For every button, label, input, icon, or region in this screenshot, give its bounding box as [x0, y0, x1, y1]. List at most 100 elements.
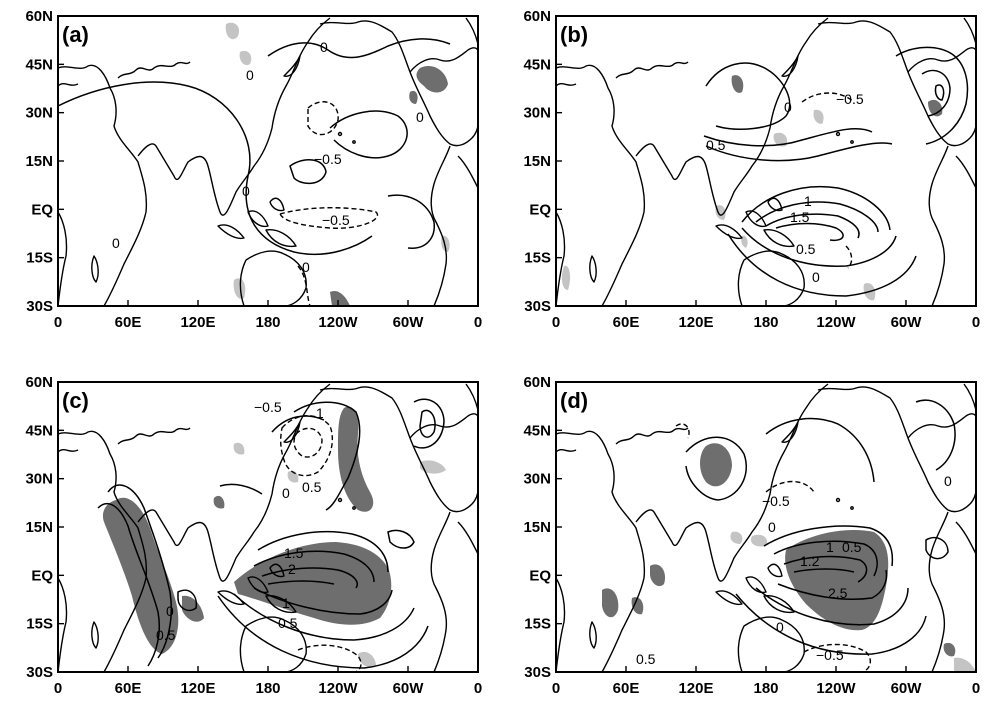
contour-label: 0.5	[706, 137, 726, 153]
lon-tick-label: 120E	[678, 314, 713, 331]
lon-tick-label: 180	[255, 314, 280, 331]
contour-label: 0.5	[842, 539, 862, 555]
contour-label: −0.5	[254, 399, 282, 415]
contour-label: 1	[316, 405, 324, 421]
lon-tick-label: 60E	[115, 680, 142, 697]
lon-tick-label: 0	[54, 314, 62, 331]
lon-tick-label: 120E	[678, 680, 713, 697]
lat-tick-label: 30N	[25, 471, 53, 488]
lat-tick-label: 45N	[25, 422, 53, 439]
lat-tick-label: 45N	[25, 56, 53, 73]
contour-label: 1.5	[790, 209, 810, 225]
contour-label: −0.5	[322, 212, 350, 228]
lat-tick-label: 30S	[524, 298, 551, 315]
contour-label: 0	[112, 235, 120, 251]
lon-tick-label: 60E	[613, 314, 640, 331]
contours	[703, 46, 969, 297]
lat-tick-label: 15S	[524, 616, 551, 633]
contour-label: 0	[242, 183, 250, 199]
contour-label: 0	[784, 99, 792, 115]
lon-tick-label: 60E	[115, 314, 142, 331]
lat-tick-label: 45N	[523, 56, 551, 73]
contour-label: 0	[166, 603, 174, 619]
contour-label: 1.5	[284, 545, 304, 561]
panel-tag: (a)	[62, 22, 89, 47]
lon-tick-label: 0	[552, 314, 560, 331]
lon-tick-label: 120W	[816, 680, 856, 697]
lon-tick-label: 0	[972, 314, 980, 331]
panel-c: −0.5 1 0 0.5 1.5 2 1 0.5 0 0.5 (c) 0 60E 1…	[25, 374, 482, 697]
panel-d: −0.5 0 1.2 1 0.5 2.5 0 0 −0.5 0.5 (d) 0 6…	[523, 374, 980, 697]
lat-tick-label: 15S	[26, 250, 53, 267]
lon-tick-label: 60W	[891, 314, 923, 331]
contour-label: 1	[826, 539, 834, 555]
lat-tick-label: 60N	[523, 374, 551, 391]
contour-label: 0	[302, 259, 310, 275]
lon-tick-label: 0	[972, 680, 980, 697]
contour-label: 2.5	[828, 585, 848, 601]
contour-label: 0	[416, 109, 424, 125]
contour-label: 0.5	[278, 615, 298, 631]
contour-label: 0.5	[796, 241, 816, 257]
contour-label: 0	[246, 67, 254, 83]
lat-tick-label: 15N	[25, 519, 53, 536]
lat-tick-label: 45N	[523, 422, 551, 439]
lon-tick-label: 60E	[613, 680, 640, 697]
lat-tick-label: 60N	[25, 374, 53, 391]
lat-tick-label: EQ	[529, 201, 551, 218]
lat-tick-label: 60N	[523, 8, 551, 25]
lat-tick-label: 30S	[524, 664, 551, 681]
lat-tick-label: 30S	[26, 664, 53, 681]
lon-tick-label: 120W	[318, 314, 358, 331]
lon-tick-label: 60W	[393, 314, 425, 331]
lat-tick-label: 15N	[523, 519, 551, 536]
contour-label: −0.5	[314, 151, 342, 167]
lon-tick-label: 120E	[180, 314, 215, 331]
lon-tick-label: 60W	[393, 680, 425, 697]
contour-label: 0.5	[636, 651, 656, 667]
contours	[97, 398, 445, 673]
contour-label: 0	[776, 619, 784, 635]
lon-tick-label: 0	[474, 314, 482, 331]
contour-label: 0.5	[156, 627, 176, 643]
lon-tick-label: 120W	[318, 680, 358, 697]
contour-label: 0.5	[302, 479, 322, 495]
lat-tick-label: EQ	[31, 201, 53, 218]
lon-tick-label: 0	[552, 680, 560, 697]
contour-label: 0	[282, 485, 290, 501]
lon-tick-label: 0	[474, 680, 482, 697]
lat-tick-label: 30S	[26, 298, 53, 315]
contour-label: 2	[288, 561, 296, 577]
lat-tick-label: 15N	[523, 153, 551, 170]
contour-label: −0.5	[816, 647, 844, 663]
lat-tick-label: 30N	[523, 471, 551, 488]
lon-tick-label: 0	[54, 680, 62, 697]
panel-b: −0.5 0 0.5 1 1.5 0.5 0 (b) 0 60E 120E 180 12…	[523, 8, 980, 331]
significance-shading	[102, 406, 446, 668]
lon-tick-label: 180	[753, 680, 778, 697]
panel-a: 0 0 0 0 0 0 −0.5 −0.5 (a) 0 60E 120E 180 120…	[25, 8, 482, 331]
contour-label: 1	[804, 193, 812, 209]
contour-label: 0	[812, 269, 820, 285]
significance-shading	[602, 443, 976, 672]
lat-tick-label: 15N	[25, 153, 53, 170]
lat-tick-label: EQ	[529, 567, 551, 584]
contour-label: 0	[944, 473, 952, 489]
contour-label: 0	[320, 39, 328, 55]
lon-tick-label: 180	[255, 680, 280, 697]
contour-label: 0	[768, 519, 776, 535]
contour-label: 1	[282, 595, 290, 611]
contour-label: −0.5	[762, 493, 790, 509]
lat-tick-label: 15S	[524, 250, 551, 267]
lat-tick-label: 30N	[523, 105, 551, 122]
lat-tick-label: 60N	[25, 8, 53, 25]
lon-tick-label: 120E	[180, 680, 215, 697]
contours	[57, 38, 451, 307]
lon-tick-label: 120W	[816, 314, 856, 331]
contour-label: 1.2	[800, 553, 820, 569]
lat-tick-label: EQ	[31, 567, 53, 584]
lat-tick-label: 30N	[25, 105, 53, 122]
contour-label: −0.5	[836, 91, 864, 107]
lat-tick-label: 15S	[26, 616, 53, 633]
